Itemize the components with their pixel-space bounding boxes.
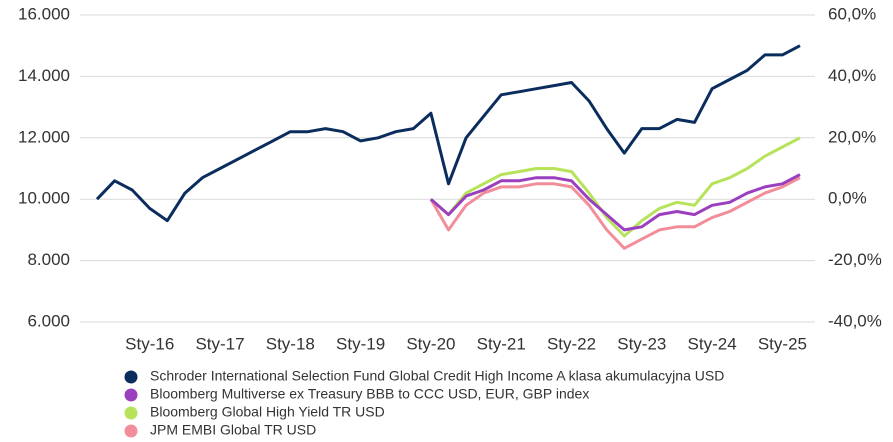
legend-label: Bloomberg Global High Yield TR USD <box>150 404 385 420</box>
y-tick-label: 12.000 <box>18 127 70 146</box>
y-tick-label: 6.000 <box>27 311 70 330</box>
legend-marker <box>124 388 138 402</box>
y-tick-label: 16.000 <box>18 4 70 23</box>
y2-tick-label: -20,0% <box>828 250 882 269</box>
x-tick-label: Sty-22 <box>547 334 596 353</box>
y2-tick-label: 0,0% <box>828 189 867 208</box>
x-tick-label: Sty-17 <box>195 334 244 353</box>
legend-marker <box>124 424 138 438</box>
x-tick-label: Sty-23 <box>617 334 666 353</box>
x-tick-label: Sty-16 <box>125 334 174 353</box>
x-tick-label: Sty-19 <box>336 334 385 353</box>
y2-tick-label: 20,0% <box>828 127 876 146</box>
legend-marker <box>124 406 138 420</box>
series-line <box>429 176 801 250</box>
x-tick-label: Sty-20 <box>406 334 455 353</box>
y-tick-label: 14.000 <box>18 66 70 85</box>
legend-label: Bloomberg Multiverse ex Treasury BBB to … <box>150 386 589 402</box>
series-line <box>95 44 801 223</box>
legend-label: JPM EMBI Global TR USD <box>150 422 316 438</box>
x-tick-label: Sty-25 <box>758 334 807 353</box>
series-line <box>429 173 801 232</box>
y2-tick-label: -40,0% <box>828 311 882 330</box>
y2-tick-label: 60,0% <box>828 4 876 23</box>
y-tick-label: 10.000 <box>18 189 70 208</box>
y2-tick-label: 40,0% <box>828 66 876 85</box>
legend-marker <box>124 370 138 384</box>
x-tick-label: Sty-21 <box>477 334 526 353</box>
series-line <box>429 136 801 238</box>
x-tick-label: Sty-24 <box>688 334 737 353</box>
y-tick-label: 8.000 <box>27 250 70 269</box>
legend-label: Schroder International Selection Fund Gl… <box>150 368 724 384</box>
x-tick-label: Sty-18 <box>266 334 315 353</box>
